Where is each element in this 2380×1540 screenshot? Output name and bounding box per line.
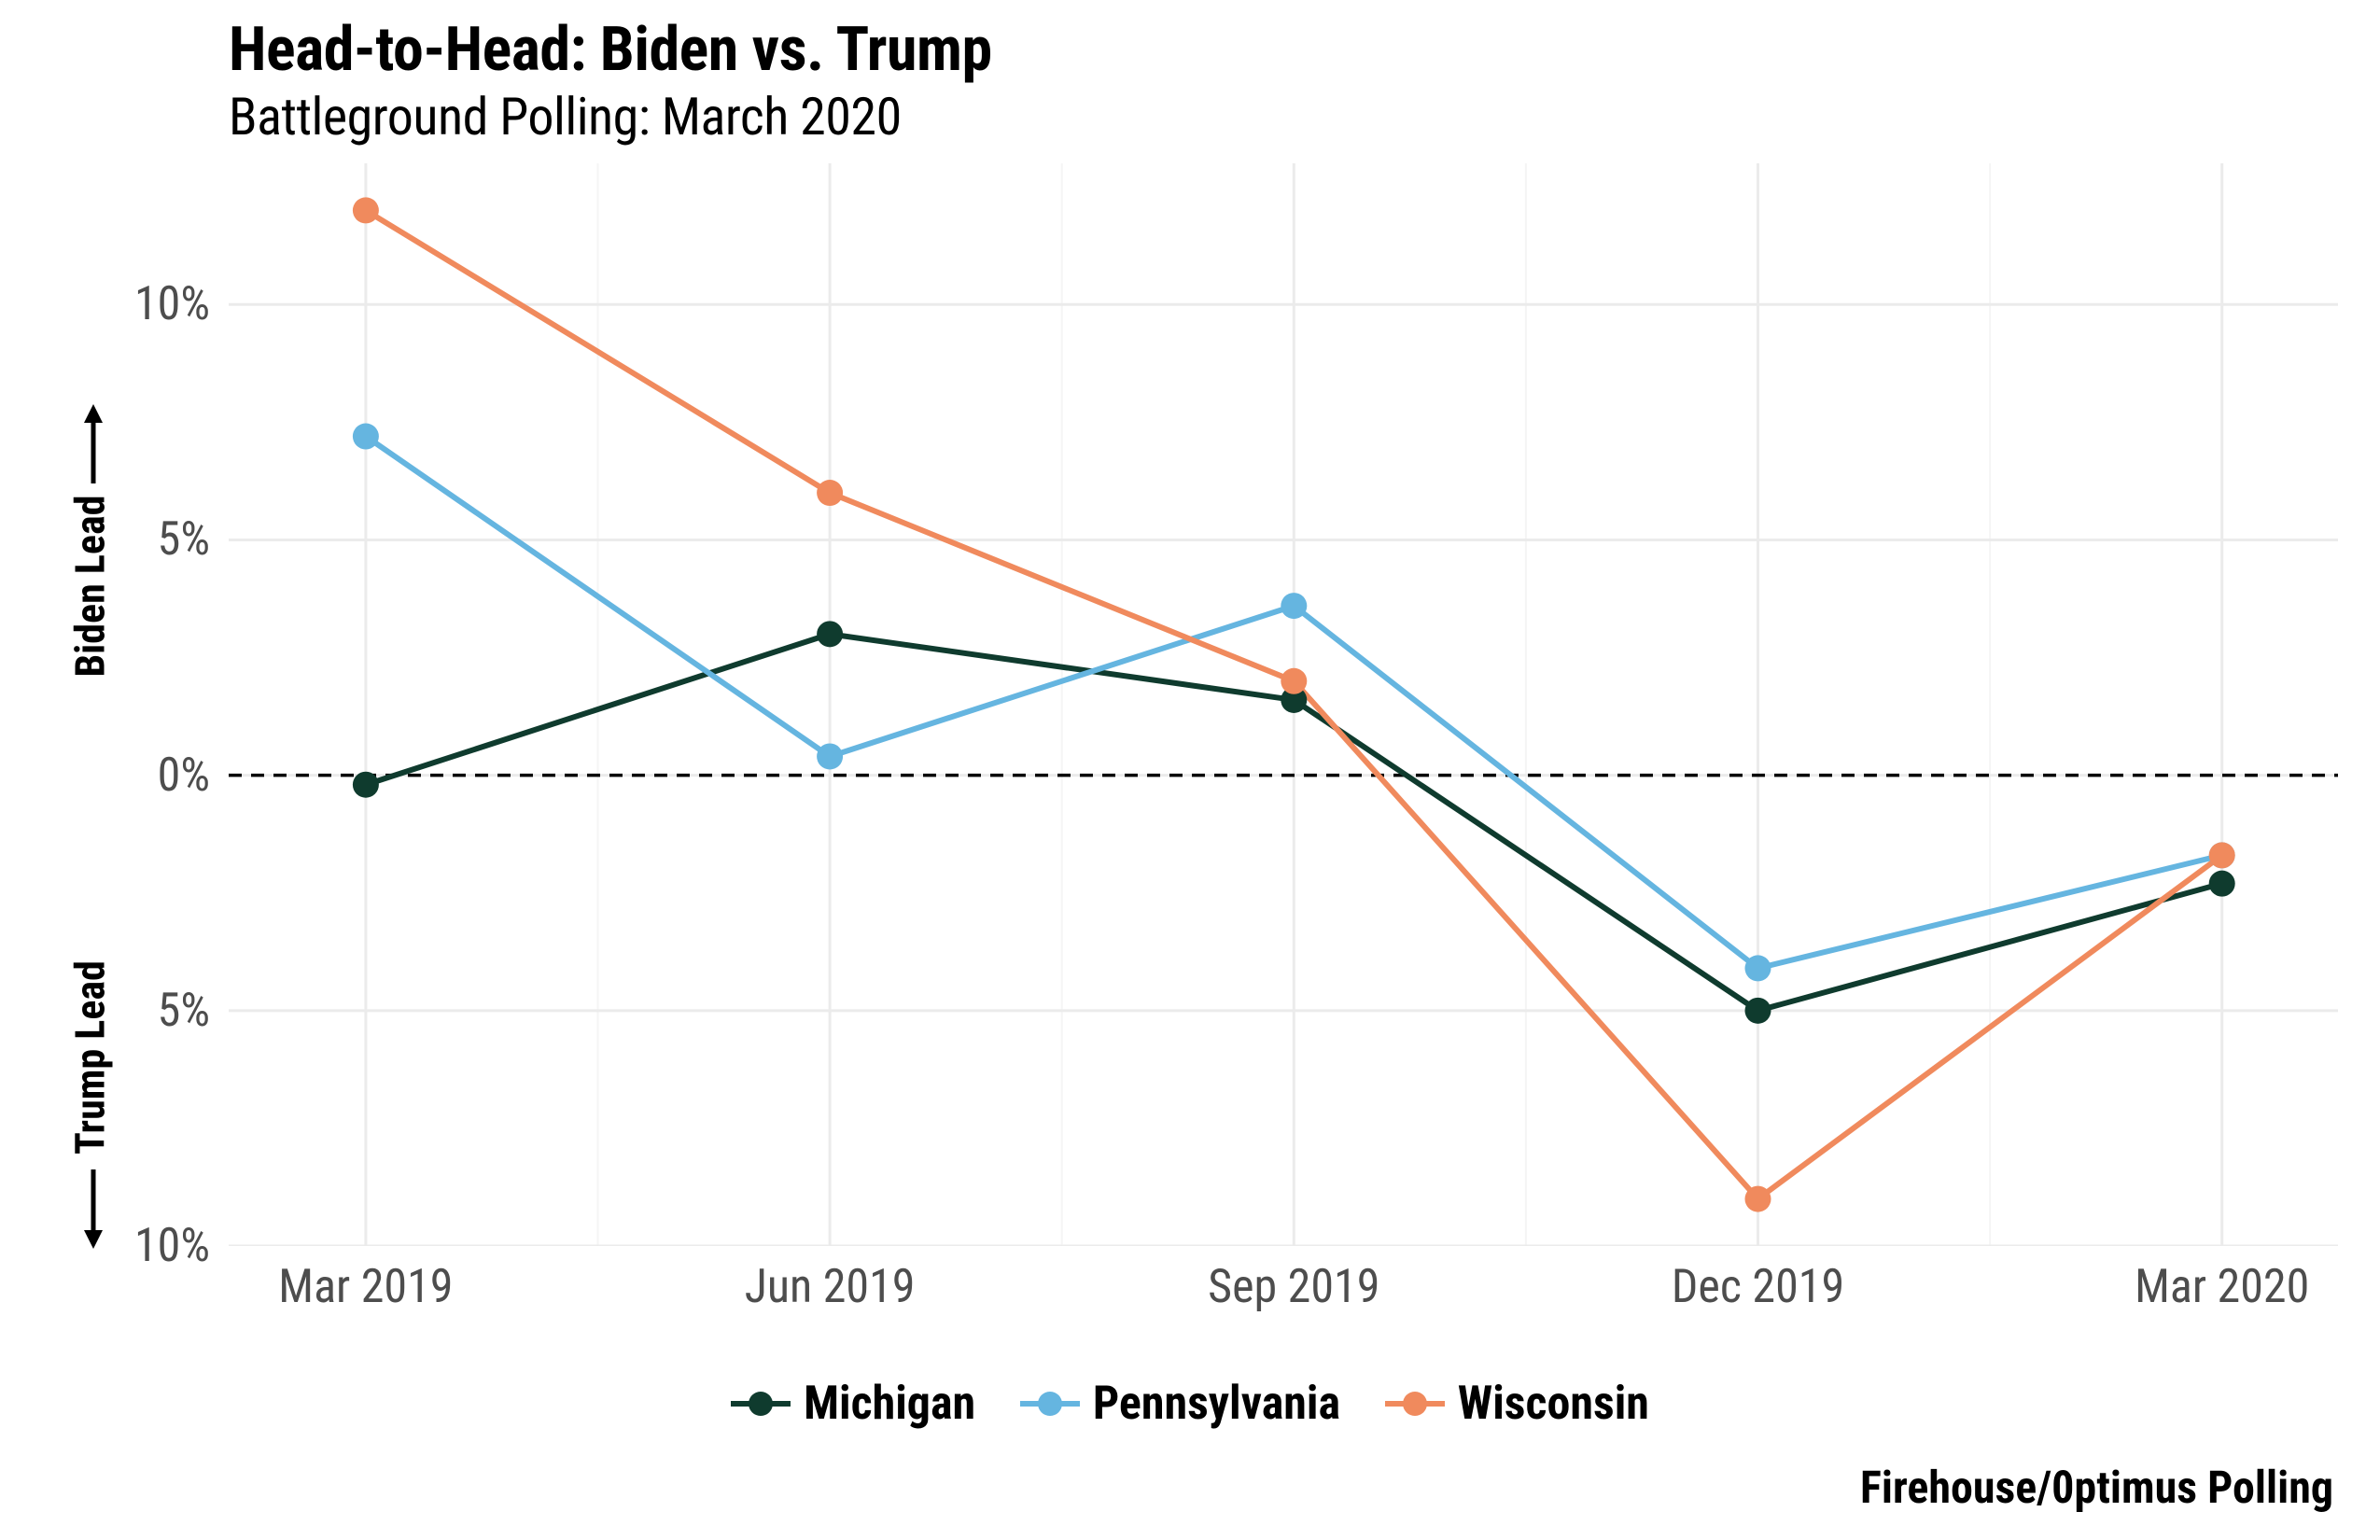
legend-swatch-icon [731, 1390, 791, 1418]
y-tick-label: 10% [134, 1219, 210, 1273]
x-tick-label: Mar 2019 [278, 1260, 453, 1314]
x-tick-label: Sep 2019 [1208, 1260, 1379, 1314]
svg-text:Trump Lead: Trump Lead [66, 960, 115, 1155]
svg-text:Biden Lead: Biden Lead [66, 496, 115, 678]
legend-item: Pennsylvania [1020, 1377, 1340, 1431]
legend-swatch-icon [1385, 1390, 1445, 1418]
y-tick-label: 5% [158, 512, 210, 567]
x-tick-label: Jun 2019 [745, 1260, 916, 1314]
chart-subtitle: Battleground Polling: March 2020 [229, 86, 902, 147]
legend-item: Michigan [731, 1377, 975, 1431]
x-tick-label: Mar 2020 [2135, 1260, 2309, 1314]
chart-title: Head-to-Head: Biden vs. Trump [229, 14, 992, 86]
legend-label: Michigan [804, 1377, 975, 1431]
y-tick-label: 0% [158, 749, 210, 803]
legend-swatch-icon [1020, 1390, 1080, 1418]
y-tick-label: 5% [158, 984, 210, 1038]
chart-plot-area [229, 163, 2338, 1246]
y-tick-label: 10% [134, 277, 210, 331]
chart-credit: Firehouse/0ptimus Polling [1860, 1461, 2333, 1514]
x-tick-label: Dec 2019 [1672, 1260, 1844, 1314]
y-axis-lower-annotation: Trump Lead [0, 1034, 187, 1091]
legend-label: Pennsylvania [1093, 1377, 1340, 1431]
legend-item: Wisconsin [1385, 1377, 1649, 1431]
y-axis-upper-annotation: Biden Lead [0, 563, 187, 620]
legend-label: Wisconsin [1458, 1377, 1649, 1431]
chart-legend: Michigan Pennsylvania Wisconsin [0, 1377, 2380, 1431]
